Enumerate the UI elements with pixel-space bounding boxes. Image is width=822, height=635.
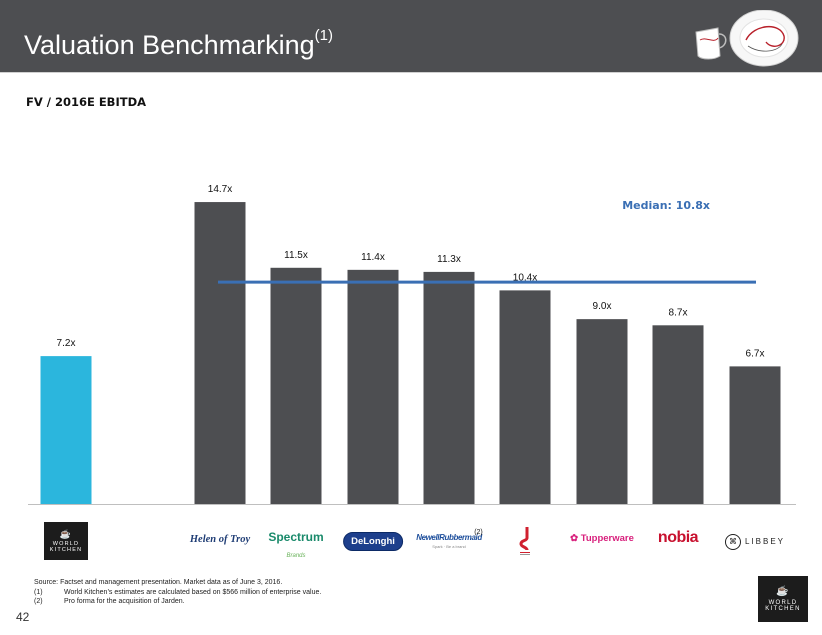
bar-label-6: 9.0x (593, 301, 612, 312)
bar-label-8: 6.7x (746, 348, 765, 359)
corner-logo-line1: WORLD (768, 599, 798, 606)
bar-label-4: 11.3x (437, 254, 461, 265)
footnote-2: (2) Pro forma for the acquisition of Jard… (34, 597, 321, 607)
bar-5 (499, 290, 551, 504)
median-label: Median: 10.8x (622, 199, 710, 212)
flower-icon: ✿ (570, 533, 579, 544)
bar-4 (423, 271, 475, 504)
seb-logo-icon (519, 527, 530, 555)
footnote-2-text: Pro forma for the acquisition of Jarden. (64, 598, 185, 605)
world-kitchen-logo-line1: WORLD (52, 540, 80, 547)
footnote-1-number: (1) (34, 588, 43, 596)
source-note: Source: Factset and management presentat… (34, 579, 283, 586)
corner-cup-icon: ☕ (776, 585, 790, 597)
nobia-logo: nobia (657, 529, 699, 546)
libbey-emblem-icon: ⌘ (724, 534, 741, 550)
newell-footnote-marker: (2) (474, 529, 483, 536)
bar-label-1: 14.7x (208, 184, 232, 195)
bar-label-3: 11.4x (361, 252, 385, 263)
newell-rubbermaid-logo: NewellRubbermaid Spark · Be a brand (2) (416, 529, 483, 549)
bar-label-7: 8.7x (669, 307, 688, 318)
bar-2 (270, 267, 322, 504)
libbey-logo: ⌘ LIBBEY (724, 534, 786, 550)
footnote-1: (1) World Kitchen’s estimates are calcula… (34, 588, 321, 598)
spectrum-logo-text: Spectrum (268, 530, 324, 544)
bar-3 (347, 269, 399, 504)
corner-logo-line2: KITCHEN (765, 605, 801, 612)
footnotes: Source: Factset and management presentat… (34, 578, 321, 607)
dinnerware-image-icon (695, 10, 799, 67)
bar-label-5: 10.4x (513, 272, 537, 283)
company-logo-row: ☕ WORLD KITCHEN Helen of Troy Spectrum B… (0, 520, 822, 565)
title-footnote-marker: (1) (314, 27, 334, 44)
header-band: Valuation Benchmarking(1) (0, 0, 822, 73)
page-title-text: Valuation Benchmarking (24, 30, 315, 60)
footnote-2-number: (2) (34, 598, 43, 605)
world-kitchen-corner-logo: ☕ WORLD KITCHEN (758, 576, 808, 622)
delonghi-logo: DeLonghi (343, 532, 403, 551)
page-title: Valuation Benchmarking(1) (24, 27, 334, 61)
libbey-logo-text: LIBBEY (744, 537, 786, 547)
bar-7 (652, 325, 704, 504)
bar-0 (40, 356, 92, 504)
world-kitchen-logo-line2: KITCHEN (49, 546, 83, 553)
bar-label-0: 7.2x (57, 338, 76, 349)
newell-logo-subtext: Spark · Be a brand (432, 544, 466, 549)
bar-label-2: 11.5x (284, 250, 308, 261)
tupperware-logo: ✿ Tupperware (570, 533, 634, 544)
chart-subtitle: FV / 2016E EBITDA (26, 95, 147, 109)
bar-1 (194, 202, 246, 504)
valuation-bar-chart: 7.2x 14.7x 11.5x 11.4x 11.3x 10.4x 9.0x 8.7x 6.7… (28, 184, 796, 505)
footnote-1-text: World Kitchen’s estimates are calculated… (64, 588, 322, 596)
helen-of-troy-logo: Helen of Troy (189, 534, 251, 545)
page-number: 42 (16, 610, 30, 624)
world-kitchen-logo: ☕ WORLD KITCHEN (44, 522, 88, 560)
tupperware-logo-text: Tupperware (580, 533, 634, 544)
newell-logo-text: NewellRubbermaid (416, 533, 482, 542)
spectrum-brands-logo: Spectrum Brands (268, 530, 324, 559)
cup-icon: ☕ (59, 528, 73, 539)
bar-6 (576, 319, 628, 504)
spectrum-logo-subtext: Brands (286, 553, 306, 559)
bar-8 (729, 366, 781, 504)
